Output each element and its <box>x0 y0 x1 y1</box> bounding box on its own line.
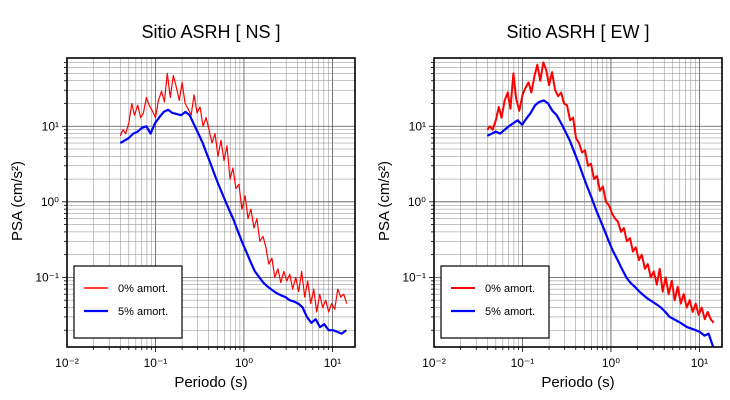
chart-panel-ew: Sitio ASRH [ EW ] 10⁻² 10⁻¹ 10⁰ 10¹10⁻¹10⁰1… <box>376 22 723 391</box>
plot-frame <box>66 57 356 348</box>
legend-box <box>73 265 183 339</box>
y-axis-label: PSA (cm/s²) <box>376 161 393 241</box>
legend-label-1: 5% amort. <box>485 306 535 318</box>
legend-box <box>440 265 550 339</box>
legend-label-0: 0% amort. <box>118 283 168 295</box>
series-line-amort-0 <box>486 61 715 324</box>
chart-title: Sitio ASRH [ NS ] <box>141 22 280 42</box>
y-tick-label: 10¹ <box>409 119 426 133</box>
y-tick-label: 10⁰ <box>408 195 426 209</box>
x-tick-label: 10¹ <box>324 356 341 370</box>
y-tick-label: 10⁻¹ <box>35 270 59 284</box>
x-tick-label: 10¹ <box>691 356 708 370</box>
legend: 0% amort. 5% amort. <box>440 265 550 339</box>
legend-label-0: 0% amort. <box>485 283 535 295</box>
plot-frame <box>433 57 723 348</box>
chart-panel-ns: Sitio ASRH [ NS ] 10⁻² 10⁻¹ 10⁰ 10¹10⁻¹10⁰1… <box>9 22 356 391</box>
x-tick-label: 10⁻² <box>422 356 446 370</box>
y-axis-label: PSA (cm/s²) <box>9 161 26 241</box>
ticks: 10⁻² 10⁻¹ 10⁰ 10¹ 10⁻¹ 10⁰ 10¹ <box>402 61 708 370</box>
ticks: 10⁻² 10⁻¹ 10⁰ 10¹ 10⁻¹ 10⁰ 10¹ <box>35 61 341 370</box>
y-tick-label: 10⁰ <box>41 195 59 209</box>
y-tick-label: 10¹ <box>42 119 59 133</box>
series-line-amort-5 <box>486 99 715 348</box>
x-axis-label: Periodo (s) <box>541 374 614 391</box>
chart-title: Sitio ASRH [ EW ] <box>506 22 649 42</box>
x-tick-label: 10⁰ <box>602 356 620 370</box>
x-tick-label: 10⁻¹ <box>144 356 168 370</box>
series-line-amort-0 <box>119 72 348 313</box>
x-tick-label: 10⁻² <box>55 356 79 370</box>
x-axis-label: Periodo (s) <box>174 374 247 391</box>
legend-label-1: 5% amort. <box>118 306 168 318</box>
series-line-amort-5 <box>119 108 347 335</box>
legend: 0% amort. 5% amort. <box>73 265 183 339</box>
x-tick-label: 10⁰ <box>235 356 253 370</box>
x-tick-label: 10⁻¹ <box>511 356 535 370</box>
y-tick-label: 10⁻¹ <box>402 270 426 284</box>
